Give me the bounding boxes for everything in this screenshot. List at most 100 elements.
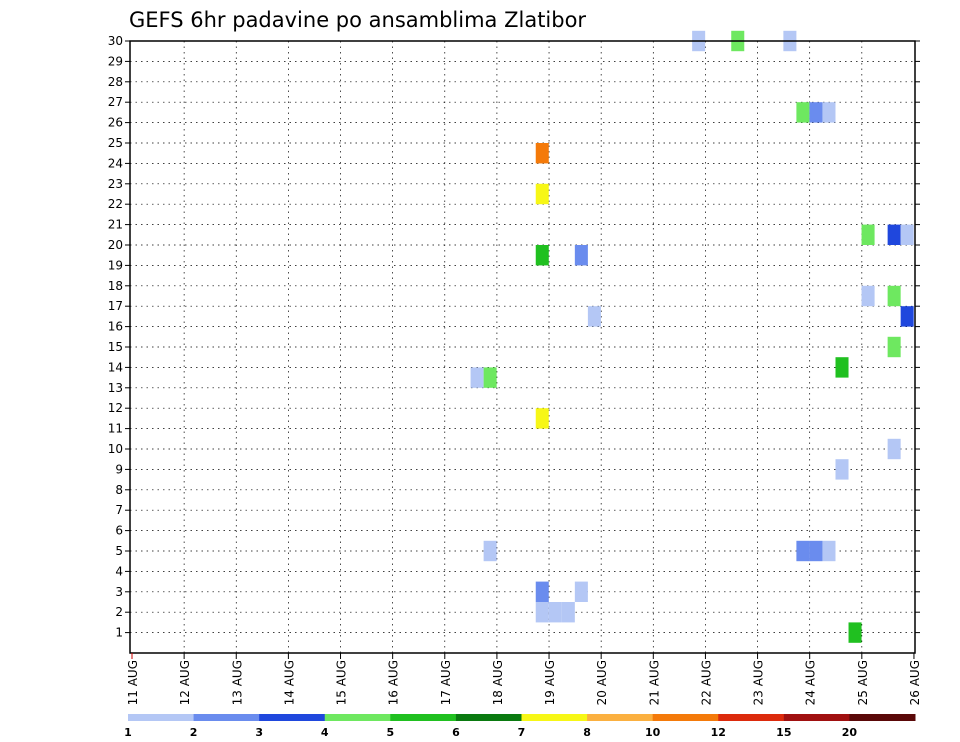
colorbar-label: 15: [776, 726, 791, 739]
precip-cell: [835, 459, 849, 480]
x-tick-label: 14 AUG: [282, 660, 296, 705]
colorbar-label: 8: [583, 726, 591, 739]
colorbar-label: 2: [190, 726, 198, 739]
x-axis: 11 AUG 12 AUG 13 AUG 14 AUG 15 AUG 16 AUG 17 A…: [126, 653, 922, 705]
colorbar-segment: [193, 714, 260, 721]
colorbar-label: 4: [321, 726, 329, 739]
x-tick-label: 19 AUG: [543, 660, 557, 705]
precip-cell: [574, 581, 588, 602]
precip-cell: [887, 285, 901, 307]
precip-cell: [535, 408, 549, 429]
y-tick-label: 12: [108, 401, 123, 415]
y-tick-label: 3: [115, 585, 123, 599]
precip-cell: [535, 183, 549, 205]
colorbar-label: 7: [518, 726, 526, 739]
precip-cell: [535, 143, 549, 164]
x-tick-label: 12 AUG: [178, 660, 192, 705]
precip-cell: [822, 540, 836, 562]
y-tick-label: 21: [108, 218, 123, 232]
y-tick-label: 25: [108, 136, 123, 150]
y-tick-label: 22: [108, 197, 123, 211]
precip-cell: [848, 622, 862, 643]
colorbar-segment: [390, 714, 457, 721]
colorbar-label: 6: [452, 726, 460, 739]
precip-cell: [548, 602, 562, 623]
x-tick-label: 22 AUG: [699, 660, 713, 705]
colorbar-label: 5: [387, 726, 395, 739]
precip-cell: [835, 357, 849, 378]
y-tick-label: 2: [115, 605, 123, 619]
y-tick-label: 15: [108, 340, 123, 354]
colorbar-label: 3: [255, 726, 263, 739]
colorbar-segment: [128, 714, 195, 721]
y-tick-label: 23: [108, 177, 123, 191]
y-tick-label: 9: [115, 462, 123, 476]
precip-cell: [861, 224, 875, 245]
x-tick-label: 15 AUG: [335, 660, 349, 705]
y-tick-label: 17: [108, 299, 123, 313]
y-tick-label: 27: [108, 95, 123, 109]
x-tick-label: 16 AUG: [387, 660, 401, 705]
precip-cell: [900, 306, 914, 327]
x-tick-label: 11 AUG: [126, 660, 140, 705]
y-tick-label: 4: [115, 564, 123, 578]
colorbar-segment: [849, 714, 916, 721]
colorbar-label: 20: [842, 726, 858, 739]
precip-cell: [796, 102, 810, 123]
data-cells: [470, 30, 914, 643]
colorbar-label: 1: [124, 726, 132, 739]
y-tick-label: 13: [108, 381, 123, 395]
precip-cell: [574, 245, 588, 266]
precip-cell: [587, 306, 601, 327]
colorbar-label: 12: [711, 726, 726, 739]
precip-cell: [809, 540, 823, 562]
colorbar-segment: [587, 714, 654, 721]
precip-cell: [561, 602, 575, 623]
colorbar-segment: [521, 714, 588, 721]
x-tick-label: 26 AUG: [908, 660, 922, 705]
colorbar-segment: [718, 714, 785, 721]
y-tick-label: 30: [108, 34, 123, 48]
y-tick-label: 1: [115, 626, 123, 640]
precip-cell: [535, 602, 549, 623]
y-tick-label: 11: [108, 422, 123, 436]
y-tick-label: 20: [108, 238, 123, 252]
colorbar-label: 10: [645, 726, 661, 739]
y-tick-label: 5: [115, 544, 123, 558]
chart-title: GEFS 6hr padavine po ansamblima Zlatibor: [129, 8, 586, 32]
x-tick-label: 23 AUG: [752, 660, 766, 705]
y-tick-label: 24: [108, 156, 123, 170]
y-tick-label: 29: [108, 54, 123, 68]
y-tick-label: 8: [115, 483, 123, 497]
y-tick-label: 6: [115, 524, 123, 538]
x-tick-label: 18 AUG: [491, 660, 505, 705]
y-tick-label: 10: [108, 442, 123, 456]
y-tick-label: 14: [108, 360, 123, 374]
x-tick-label: 13 AUG: [230, 660, 244, 705]
precip-cell: [887, 224, 901, 245]
precip-cell: [483, 540, 497, 562]
precip-cell: [887, 438, 901, 460]
colorbar-segment: [455, 714, 522, 721]
x-tick-label: 20 AUG: [595, 660, 609, 705]
y-tick-label: 16: [108, 320, 123, 334]
colorbar-segment: [324, 714, 391, 721]
y-tick-label: 26: [108, 116, 123, 130]
precip-cell: [535, 245, 549, 266]
colorbar-segment: [652, 714, 719, 721]
colorbar-segment: [259, 714, 326, 721]
y-tick-label: 28: [108, 75, 123, 89]
y-tick-label: 18: [108, 279, 123, 293]
precip-cell: [861, 285, 875, 307]
colorbar: 1 2 3 4 5 6 7 8 10 12 15 20: [124, 714, 916, 739]
colorbar-segment: [783, 714, 850, 721]
x-tick-label: 21 AUG: [647, 660, 661, 705]
y-axis: 1234567891011121314151617181920212223242…: [108, 34, 920, 640]
y-tick-label: 7: [115, 503, 123, 517]
precip-cell: [887, 336, 901, 358]
x-tick-label: 17 AUG: [439, 660, 453, 705]
y-tick-label: 19: [108, 258, 123, 272]
x-tick-label: 24 AUG: [804, 660, 818, 705]
precip-cell: [535, 581, 549, 602]
